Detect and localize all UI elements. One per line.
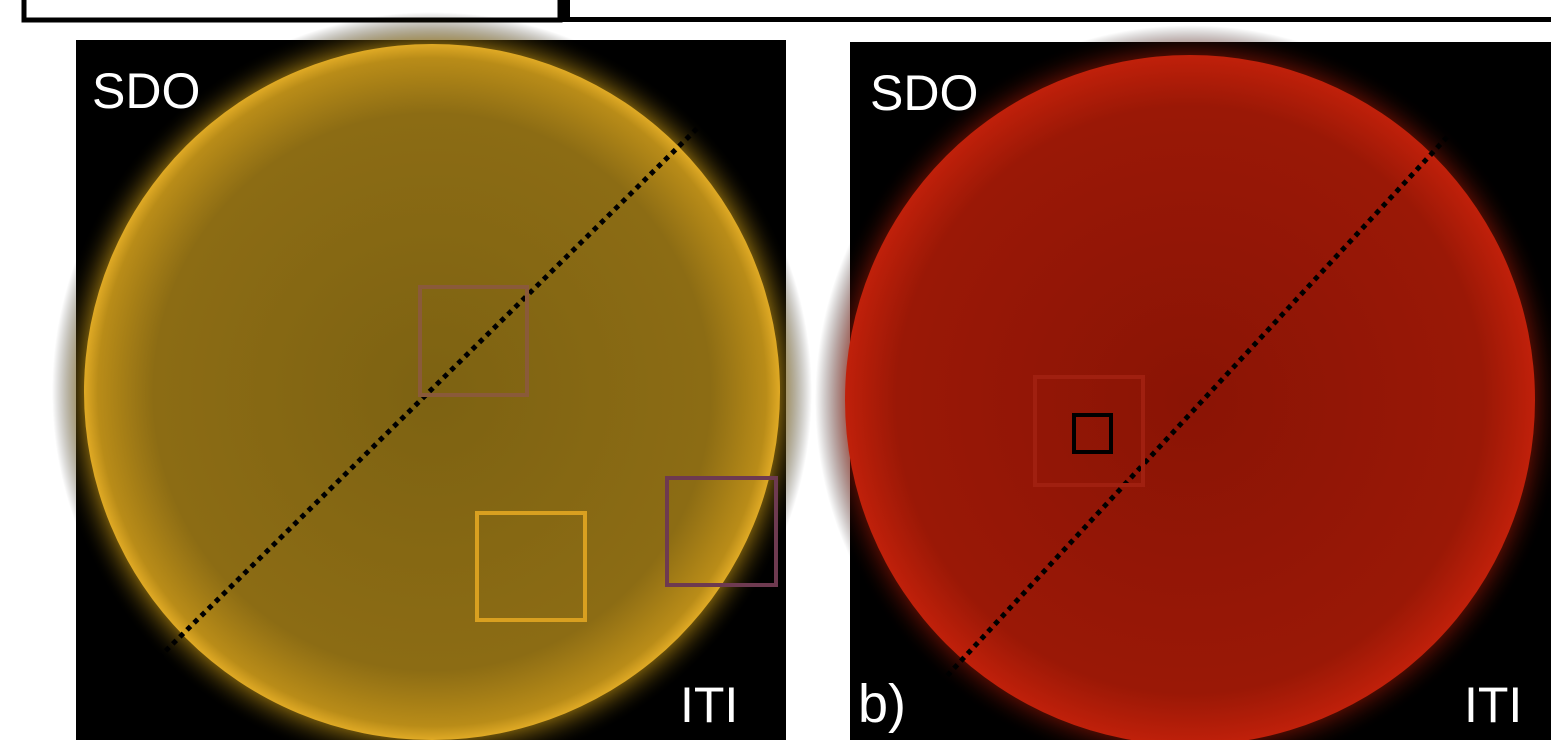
page: SDO ITI SDO b) ITI (() => { const data =… <box>0 0 1551 740</box>
frame <box>558 0 570 22</box>
figure: SDO ITI SDO b) ITI <box>0 0 1551 740</box>
panel-b: SDO b) ITI <box>815 25 1551 740</box>
panel-label: SDO <box>92 63 200 119</box>
panel-label: b) <box>858 674 906 734</box>
frame <box>570 17 1551 22</box>
panel-label: ITI <box>680 677 738 733</box>
panel-label: ITI <box>1464 677 1522 733</box>
panel-a: SDO ITI <box>52 12 812 740</box>
panel-label: SDO <box>870 65 978 121</box>
sun-disk <box>845 55 1535 740</box>
